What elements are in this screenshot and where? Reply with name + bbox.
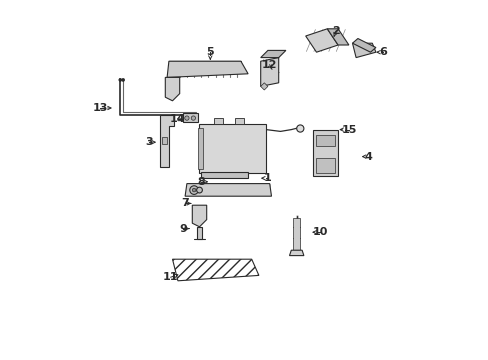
Polygon shape: [305, 29, 337, 52]
Polygon shape: [167, 61, 247, 77]
Text: 13: 13: [93, 103, 108, 113]
Polygon shape: [352, 43, 375, 58]
Circle shape: [296, 125, 303, 132]
Circle shape: [119, 78, 122, 81]
Text: 5: 5: [206, 47, 214, 57]
Circle shape: [191, 116, 195, 120]
Text: 6: 6: [378, 47, 386, 57]
Polygon shape: [165, 77, 179, 101]
Polygon shape: [185, 184, 271, 196]
Polygon shape: [352, 39, 375, 52]
Polygon shape: [260, 83, 267, 90]
Bar: [183, 113, 197, 122]
Polygon shape: [316, 135, 334, 146]
Polygon shape: [197, 128, 203, 169]
Text: 7: 7: [181, 198, 188, 208]
Circle shape: [189, 186, 198, 194]
Polygon shape: [172, 259, 258, 281]
Polygon shape: [160, 115, 174, 167]
Polygon shape: [312, 130, 337, 176]
Polygon shape: [289, 250, 303, 256]
Circle shape: [184, 116, 189, 120]
Polygon shape: [260, 50, 285, 58]
Polygon shape: [197, 227, 202, 239]
Bar: [235, 118, 244, 124]
Text: 15: 15: [341, 125, 356, 135]
Polygon shape: [292, 218, 300, 250]
Text: 14: 14: [170, 114, 185, 124]
Polygon shape: [316, 158, 334, 173]
Bar: [162, 137, 167, 144]
Bar: [199, 124, 265, 173]
Circle shape: [192, 188, 196, 192]
Text: 10: 10: [312, 227, 327, 237]
Circle shape: [122, 78, 124, 81]
Text: 11: 11: [163, 272, 178, 282]
Bar: [201, 172, 247, 178]
Bar: [213, 118, 223, 124]
Text: 12: 12: [262, 60, 277, 70]
Circle shape: [196, 187, 202, 193]
Polygon shape: [192, 205, 206, 227]
Text: 9: 9: [179, 224, 187, 234]
Polygon shape: [326, 29, 348, 45]
Polygon shape: [260, 58, 278, 86]
Text: 8: 8: [197, 177, 205, 187]
Text: 2: 2: [332, 26, 340, 36]
Text: 3: 3: [145, 137, 153, 147]
Text: 1: 1: [264, 173, 271, 183]
Text: 4: 4: [364, 152, 372, 162]
